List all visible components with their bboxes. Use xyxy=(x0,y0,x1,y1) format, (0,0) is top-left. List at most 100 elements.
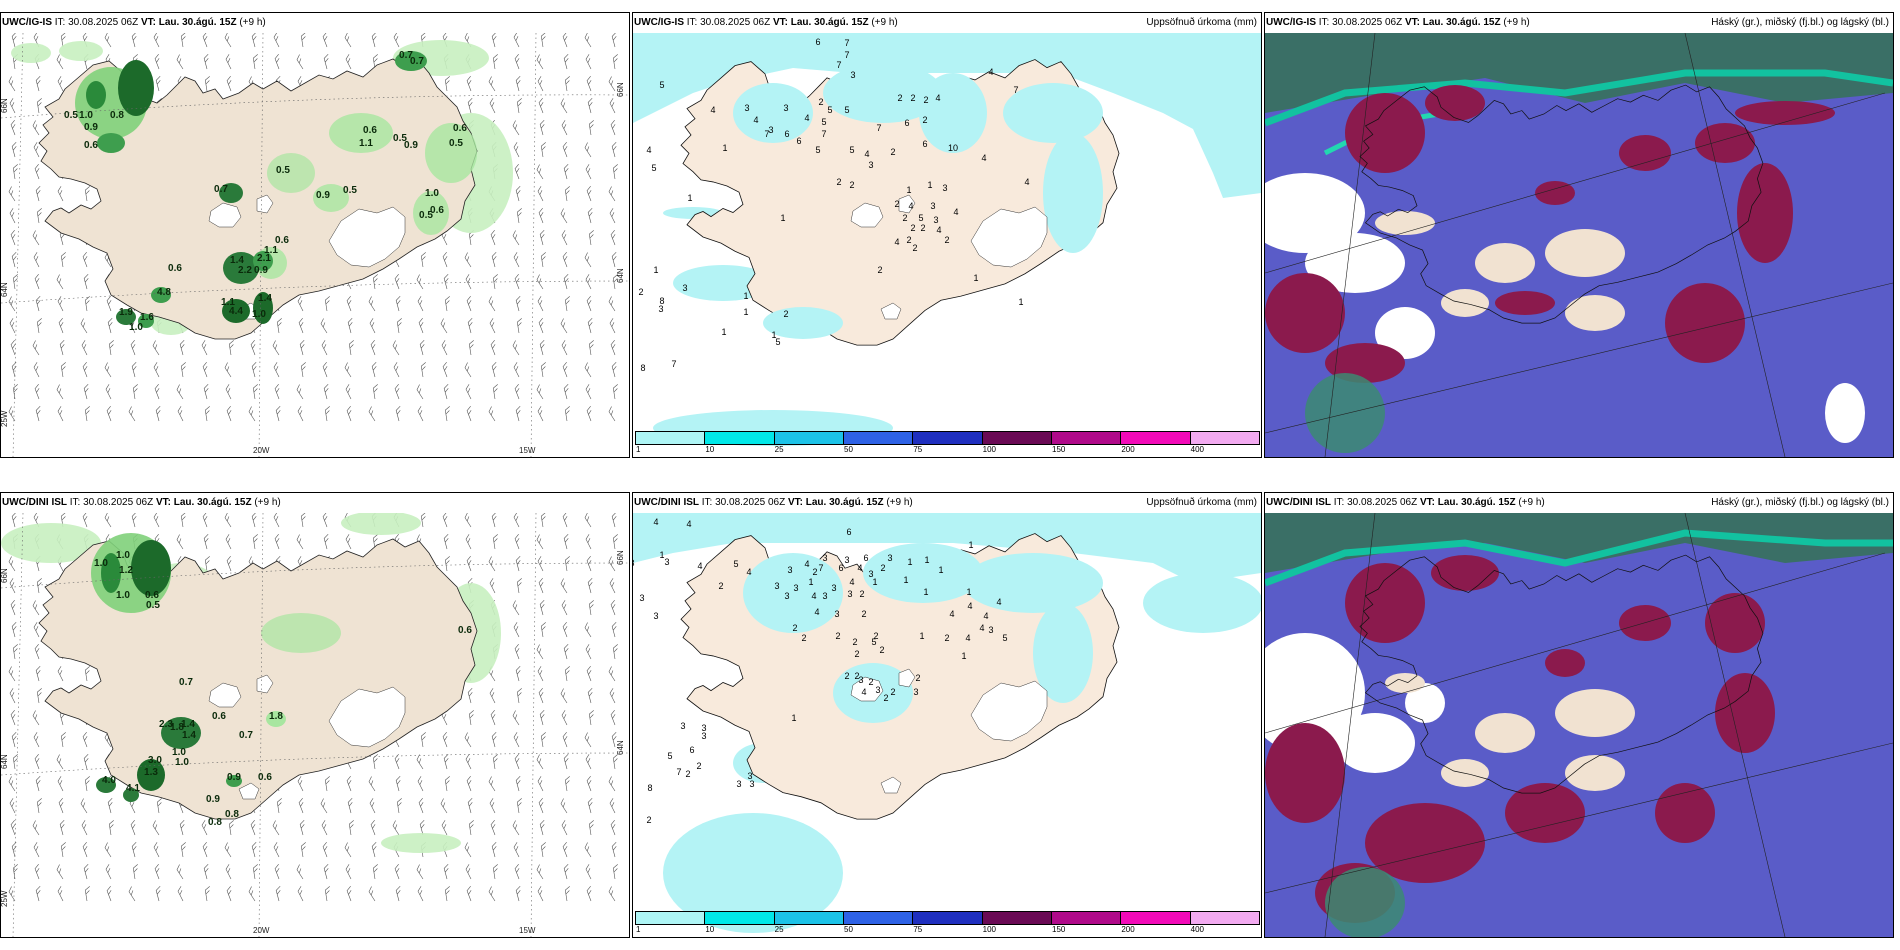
wind-barb xyxy=(368,776,376,792)
wind-barb xyxy=(440,318,448,334)
lat-label-66n: 66N xyxy=(1,568,9,583)
wind-barb xyxy=(588,340,594,356)
precip-value: 1.0 xyxy=(172,747,186,758)
wind-barb xyxy=(155,405,161,422)
precip-value: 1 xyxy=(966,587,971,597)
wind-barb xyxy=(273,362,280,378)
precip-value: 3 xyxy=(639,593,644,603)
wind-barb xyxy=(153,842,160,858)
colorbar-label: 400 xyxy=(1190,925,1205,934)
wind-barb xyxy=(35,185,41,202)
wind-barb xyxy=(465,384,472,400)
field-title: Háský (gr.), miðský (fj.bl.) og lágský (… xyxy=(1711,497,1889,508)
precip-value: 7 xyxy=(836,60,841,70)
wind-barb xyxy=(8,186,16,202)
wind-barb xyxy=(272,820,280,836)
precip-value: 4 xyxy=(908,201,913,211)
wind-barb xyxy=(392,820,400,836)
wind-barb xyxy=(539,599,545,616)
colorbar-swatch xyxy=(843,911,914,925)
wind-barb xyxy=(153,362,160,378)
wind-barb xyxy=(395,405,401,422)
precip-value: 2.1 xyxy=(257,253,271,264)
precip-value: 1.0 xyxy=(252,309,266,320)
wind-barb xyxy=(395,295,401,312)
wind-barb xyxy=(610,709,616,726)
wind-barb xyxy=(561,820,568,836)
model-name: UWC/IG-IS xyxy=(1266,17,1316,28)
wind-barb xyxy=(274,383,280,400)
wind-barb xyxy=(466,885,472,902)
wind-barb xyxy=(515,665,521,682)
wind-barb xyxy=(417,776,424,792)
wind-barb xyxy=(11,621,17,638)
model-name: UWC/IG-IS xyxy=(2,17,52,28)
wind-barb xyxy=(180,513,186,528)
precip-value: 3 xyxy=(744,103,749,113)
lat-label-right-64n: 64N xyxy=(616,268,625,283)
wind-barb xyxy=(515,295,521,312)
wind-barb xyxy=(11,33,17,48)
wind-barb xyxy=(252,864,258,880)
wind-barb xyxy=(612,164,618,180)
precip-value: 4 xyxy=(849,577,854,587)
wind-barb xyxy=(35,775,41,792)
colorbar-swatch xyxy=(912,911,983,925)
wind-barb xyxy=(537,296,544,312)
wind-barb xyxy=(201,340,208,356)
precip-value: 0.8 xyxy=(225,809,239,820)
precip-value: 0.5 xyxy=(393,133,407,144)
precip-value: 1.3 xyxy=(144,767,158,778)
wind-barb xyxy=(490,229,496,246)
wind-barb xyxy=(203,53,209,70)
wind-barb xyxy=(32,120,40,136)
wind-barb xyxy=(83,383,89,400)
wind-barb xyxy=(588,600,594,616)
wind-barb xyxy=(563,163,569,180)
wind-barb xyxy=(489,318,496,334)
wind-barb xyxy=(11,731,17,748)
wind-barb xyxy=(611,513,617,528)
wind-barb xyxy=(323,863,329,880)
wind-barb xyxy=(107,797,113,814)
wind-barb xyxy=(444,296,450,312)
panel-header: UWC/IG-IS IT: 30.08.2025 06Z VT: Lau. 30… xyxy=(1,13,629,33)
wind-barb xyxy=(585,534,592,550)
precip-value: 3 xyxy=(701,731,706,741)
wind-barb xyxy=(12,164,18,180)
wind-barb xyxy=(588,230,594,246)
lead-time: (+9 h) xyxy=(239,17,266,28)
wind-barb xyxy=(153,513,160,528)
precip-value: 0.5 xyxy=(64,110,78,121)
wind-barb xyxy=(34,273,40,290)
wind-barb xyxy=(323,53,329,70)
precip-value: 0.6 xyxy=(145,590,159,601)
precip-value: 1 xyxy=(1018,297,1023,307)
precip-value: 1 xyxy=(743,307,748,317)
wind-barb xyxy=(59,339,65,356)
precip-over-land xyxy=(743,543,1103,723)
precip-value: 4 xyxy=(996,597,1001,607)
wind-barb xyxy=(608,776,616,792)
valid-label: VT: xyxy=(1404,17,1420,28)
wind-barb xyxy=(491,251,497,268)
lat-label-64n: 64N xyxy=(1,282,9,297)
wind-barb xyxy=(226,405,232,422)
wind-barb xyxy=(35,295,41,312)
precip-value: 7 xyxy=(1013,85,1018,95)
wind-barb xyxy=(83,863,89,880)
wind-barb xyxy=(298,317,304,334)
precip-value: 4 xyxy=(988,67,993,77)
wind-barb xyxy=(563,753,569,770)
wind-barb xyxy=(203,383,209,400)
precip-value: 4 xyxy=(864,149,869,159)
wind-barb xyxy=(36,798,42,814)
wind-barb xyxy=(612,534,618,550)
precip-value: 2 xyxy=(844,671,849,681)
wind-barb xyxy=(131,361,137,378)
precip-value: 2 xyxy=(718,581,723,591)
precip-value: 2 xyxy=(944,633,949,643)
wind-barb xyxy=(489,578,496,594)
precip-value: 2 xyxy=(801,633,806,643)
wind-barb xyxy=(275,405,281,422)
